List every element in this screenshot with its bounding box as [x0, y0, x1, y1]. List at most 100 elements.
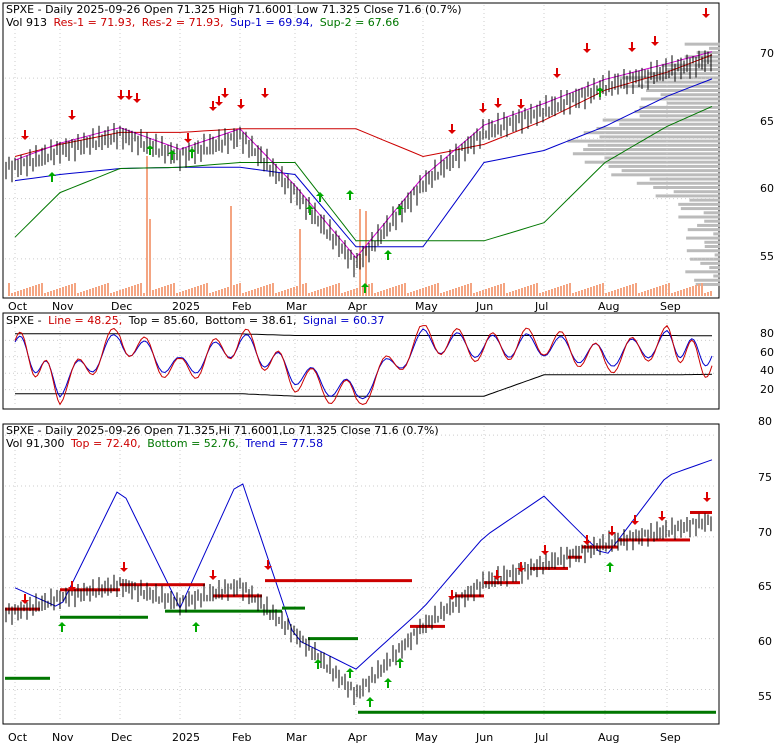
- volume-profile-bar: [704, 245, 720, 249]
- volume-bar: [704, 293, 706, 296]
- down-arrow: [517, 99, 525, 109]
- down-arrow: [21, 594, 29, 604]
- volume-bar: [32, 286, 34, 296]
- volume-bar: [206, 283, 208, 296]
- top-segment: [120, 583, 172, 587]
- volume-bar: [566, 284, 568, 296]
- y-tick: 70: [760, 47, 774, 60]
- volume-bar: [503, 283, 505, 296]
- volume-bar: [161, 287, 163, 296]
- volume-bar: [23, 289, 25, 296]
- volume-bar: [665, 284, 667, 296]
- volume-bar: [158, 288, 160, 296]
- sup1-label: Sup-1 = 69.94,: [230, 16, 313, 29]
- res1-label: Res-1 = 71.93,: [53, 16, 135, 29]
- price-y-axis: 70 65 60 55: [760, 47, 774, 263]
- down-arrow: [703, 492, 711, 502]
- volume-bar: [182, 291, 184, 296]
- top-segment: [172, 583, 205, 587]
- up-arrow: [596, 87, 604, 97]
- volume-bar: [395, 286, 397, 296]
- volume-bar: [491, 287, 493, 296]
- volume-bar: [611, 291, 613, 296]
- volume-bar: [689, 287, 691, 296]
- oscillator-line: [14, 324, 713, 406]
- volume-profile-bar: [687, 228, 720, 232]
- volume-bar: [44, 293, 46, 296]
- down-arrow: [493, 570, 501, 580]
- volume-bar: [464, 285, 466, 296]
- volume-bar: [632, 284, 634, 296]
- down-arrow: [264, 560, 272, 570]
- volume-bar: [167, 285, 169, 296]
- trend-lines: [5, 459, 716, 714]
- volume-bar: [422, 288, 424, 296]
- volume-bar: [290, 288, 292, 296]
- volume-bar: [656, 287, 658, 296]
- bottom-segment: [5, 676, 50, 680]
- volume-bar: [29, 287, 31, 296]
- volume-bar: [524, 287, 526, 296]
- x-tick: May: [415, 731, 438, 744]
- volume-bar: [596, 285, 598, 296]
- top-segment: [410, 624, 445, 628]
- volume-bar: [635, 283, 637, 296]
- volume-bar: [683, 289, 685, 296]
- volume-profile-bar: [714, 253, 720, 257]
- volume-bar: [647, 290, 649, 296]
- volume-bar: [53, 290, 55, 296]
- trend-panel-title: SPXE - Daily 2025-09-26 Open 71.325,Hi 7…: [6, 424, 439, 437]
- volume-bar: [608, 292, 610, 296]
- volume-bar: [164, 286, 166, 296]
- volume-bar: [221, 289, 223, 296]
- volume-bar: [437, 283, 439, 296]
- volume-bar: [659, 286, 661, 296]
- volume-bar: [308, 293, 310, 296]
- volume-bar: [86, 290, 88, 296]
- volume-bar: [140, 283, 142, 296]
- volume-bar: [257, 288, 259, 296]
- x-tick: Sep: [660, 731, 681, 744]
- volume-bar: [707, 292, 709, 296]
- volume-bar: [452, 289, 454, 296]
- volume-profile-bar: [624, 84, 720, 88]
- oscillator-top-line: [15, 333, 712, 337]
- volume-bar: [338, 283, 340, 296]
- volume-bar: [287, 289, 289, 296]
- volume-bar: [272, 283, 274, 296]
- volume-bar: [56, 289, 58, 296]
- volume-bar: [641, 292, 643, 296]
- trend-price-bars: [5, 513, 712, 706]
- up-arrow: [346, 190, 354, 200]
- volume-bar: [17, 291, 19, 296]
- volume-bar: [74, 283, 76, 296]
- volume-bar: [149, 219, 151, 296]
- volume-bar: [590, 287, 592, 296]
- volume-bar: [197, 286, 199, 296]
- y-tick: 40: [760, 364, 774, 377]
- volume-profile-bar: [644, 80, 720, 84]
- volume-profile-bar: [640, 97, 720, 101]
- volume-bar: [626, 286, 628, 296]
- volume-bar: [368, 284, 370, 296]
- volume-bar: [116, 291, 118, 296]
- volume-bar: [41, 283, 43, 296]
- down-arrow: [448, 590, 456, 600]
- volume-bar: [701, 283, 703, 296]
- volume-bar: [620, 288, 622, 296]
- up-arrow: [146, 145, 154, 155]
- down-arrow: [479, 103, 487, 113]
- down-arrow: [68, 110, 76, 120]
- volume-bar: [554, 288, 556, 296]
- volume-bar: [14, 292, 16, 296]
- top-segment: [455, 594, 484, 598]
- down-arrow: [448, 124, 456, 134]
- volume-bar: [593, 286, 595, 296]
- volume-bar: [587, 288, 589, 296]
- volume-bar: [551, 289, 553, 296]
- volume-bar: [350, 290, 352, 296]
- volume-bar: [293, 287, 295, 296]
- volume-bar: [443, 292, 445, 296]
- trend-top-label: Top = 72.40,: [70, 437, 141, 450]
- volume-bar: [653, 288, 655, 296]
